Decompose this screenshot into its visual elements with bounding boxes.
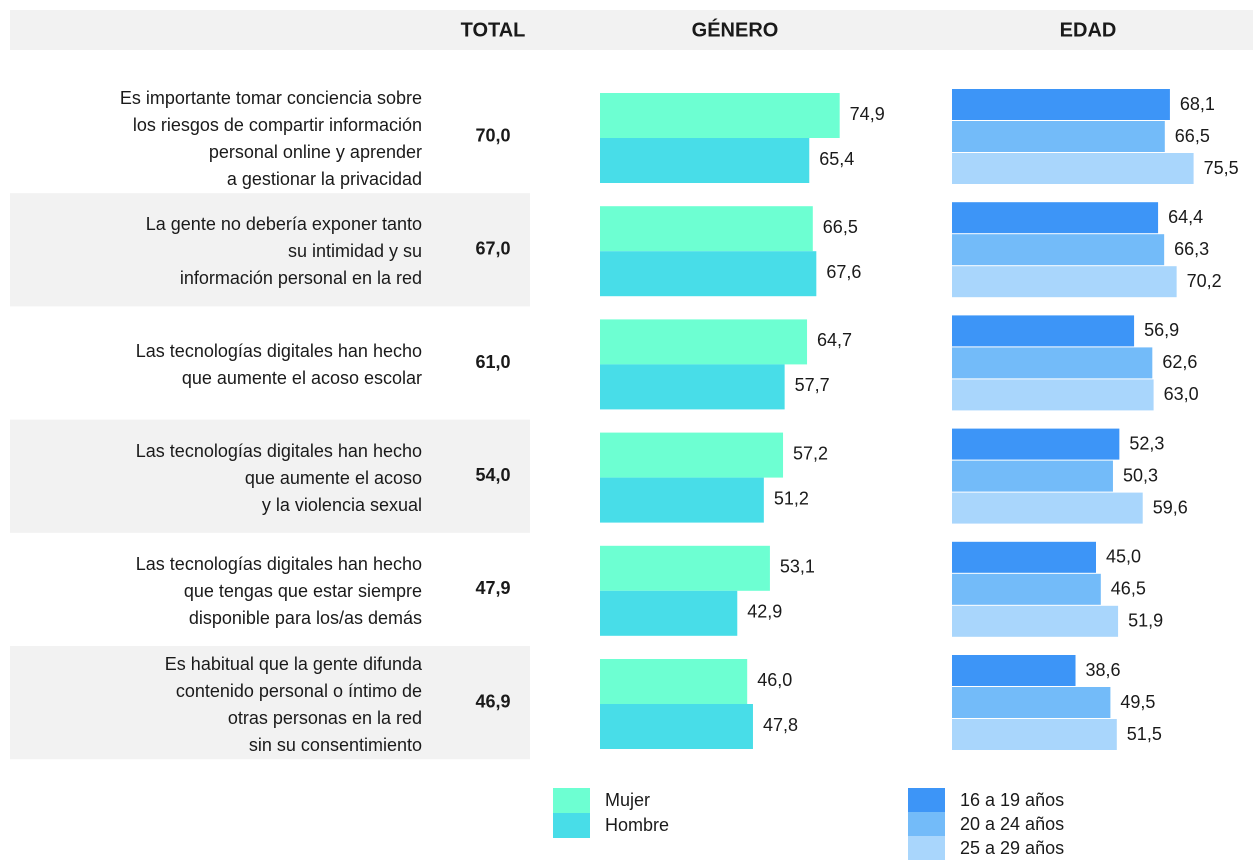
total-value: 54,0 bbox=[475, 465, 510, 485]
header-gender: GÉNERO bbox=[692, 18, 779, 41]
statement: Las tecnologías digitales han hecho que … bbox=[135, 341, 422, 388]
statement: Es habitual que la gente difunda conteni… bbox=[164, 653, 422, 755]
gender-value-label: 65,4 bbox=[819, 149, 854, 169]
age-bar bbox=[952, 89, 1170, 120]
age-value-label: 62,6 bbox=[1162, 352, 1197, 372]
gender-bar bbox=[600, 590, 738, 636]
age-value-label: 59,6 bbox=[1153, 497, 1188, 517]
age-bar bbox=[952, 541, 1096, 573]
gender-bar bbox=[600, 251, 817, 297]
gender-bar bbox=[600, 659, 748, 704]
gender-value-label: 57,2 bbox=[793, 443, 828, 463]
gender-bar bbox=[600, 364, 785, 410]
total-value: 70,0 bbox=[475, 125, 510, 145]
gender-value-label: 46,0 bbox=[757, 670, 792, 690]
gender-bar bbox=[600, 704, 753, 749]
total-value: 47,9 bbox=[475, 578, 510, 598]
age-bar bbox=[952, 605, 1119, 637]
gender-value-label: 64,7 bbox=[817, 330, 852, 350]
age-value-label: 56,9 bbox=[1144, 320, 1179, 340]
legend-label: 20 a 24 años bbox=[960, 814, 1064, 834]
age-bar bbox=[952, 347, 1153, 379]
age-bar bbox=[952, 460, 1113, 492]
legend-swatch bbox=[908, 812, 945, 836]
age-bar bbox=[952, 202, 1159, 234]
legend-swatch bbox=[908, 836, 945, 860]
age-value-label: 66,5 bbox=[1175, 126, 1210, 146]
age-value-label: 51,9 bbox=[1128, 611, 1163, 631]
legend-label: Mujer bbox=[605, 790, 650, 810]
gender-bar bbox=[600, 432, 784, 478]
header-total: TOTAL bbox=[461, 19, 526, 41]
gender-bar bbox=[600, 93, 840, 138]
age-value-label: 50,3 bbox=[1123, 465, 1158, 485]
age-bar bbox=[952, 573, 1101, 605]
header-band bbox=[10, 10, 1253, 50]
age-value-label: 63,0 bbox=[1164, 384, 1199, 404]
gender-value-label: 74,9 bbox=[850, 104, 885, 124]
age-bar bbox=[952, 687, 1111, 718]
gender-value-label: 42,9 bbox=[747, 602, 782, 622]
age-bar bbox=[952, 655, 1076, 686]
total-value: 67,0 bbox=[475, 239, 510, 259]
age-bar bbox=[952, 379, 1154, 411]
age-value-label: 38,6 bbox=[1086, 660, 1121, 680]
legend-swatch bbox=[908, 788, 945, 812]
age-value-label: 68,1 bbox=[1180, 94, 1215, 114]
gender-value-label: 66,5 bbox=[823, 217, 858, 237]
legend-swatch bbox=[553, 788, 590, 813]
age-value-label: 49,5 bbox=[1120, 692, 1155, 712]
legend-swatch bbox=[553, 813, 590, 838]
gender-value-label: 53,1 bbox=[780, 557, 815, 577]
age-bar bbox=[952, 266, 1177, 298]
gender-value-label: 67,6 bbox=[826, 262, 861, 282]
row-band bbox=[10, 646, 530, 760]
age-bar bbox=[952, 153, 1194, 184]
age-value-label: 46,5 bbox=[1111, 579, 1146, 599]
row-band bbox=[10, 419, 530, 533]
age-bar bbox=[952, 234, 1165, 266]
statement: La gente no debería exponer tanto su int… bbox=[145, 214, 422, 289]
legend-label: 25 a 29 años bbox=[960, 838, 1064, 858]
gender-value-label: 51,2 bbox=[774, 488, 809, 508]
age-value-label: 66,3 bbox=[1174, 239, 1209, 259]
age-value-label: 70,2 bbox=[1187, 271, 1222, 291]
legend-label: Hombre bbox=[605, 815, 669, 835]
age-bar bbox=[952, 492, 1143, 524]
statement: Las tecnologías digitales han hecho que … bbox=[135, 553, 422, 628]
age-value-label: 52,3 bbox=[1129, 433, 1164, 453]
age-value-label: 75,5 bbox=[1204, 158, 1239, 178]
age-bar bbox=[952, 719, 1117, 750]
gender-bar bbox=[600, 319, 808, 365]
gender-bar bbox=[600, 545, 770, 591]
header-age: EDAD bbox=[1060, 19, 1117, 41]
total-value: 61,0 bbox=[475, 352, 510, 372]
gender-bar bbox=[600, 477, 764, 523]
total-value: 46,9 bbox=[475, 691, 510, 711]
legend-label: 16 a 19 años bbox=[960, 790, 1064, 810]
statement: Es importante tomar conciencia sobre los… bbox=[119, 87, 422, 189]
gender-value-label: 57,7 bbox=[795, 375, 830, 395]
gender-bar bbox=[600, 206, 813, 252]
age-value-label: 64,4 bbox=[1168, 207, 1203, 227]
statement: Las tecnologías digitales han hecho que … bbox=[135, 440, 422, 515]
gender-value-label: 47,8 bbox=[763, 715, 798, 735]
age-value-label: 51,5 bbox=[1127, 724, 1162, 744]
age-bar bbox=[952, 121, 1165, 152]
row-band bbox=[10, 193, 530, 307]
age-bar bbox=[952, 428, 1120, 460]
age-value-label: 45,0 bbox=[1106, 547, 1141, 567]
gender-bar bbox=[600, 138, 810, 183]
age-bar bbox=[952, 315, 1135, 347]
